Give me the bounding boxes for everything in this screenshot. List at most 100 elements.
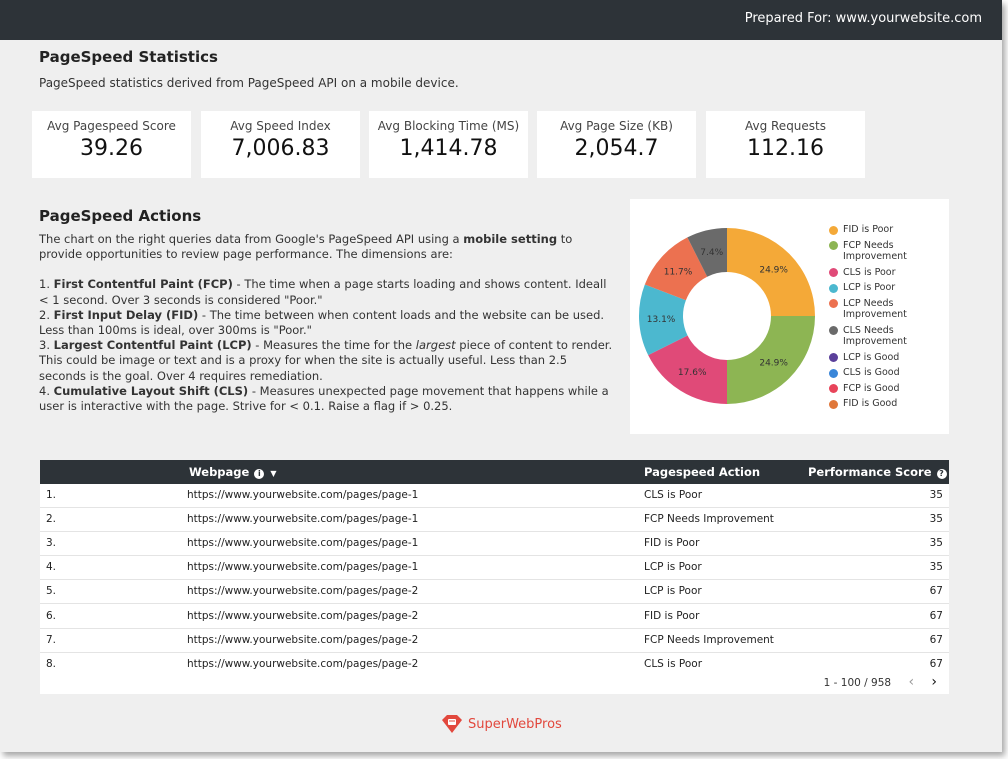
legend-item[interactable]: LCP Needs Improvement bbox=[829, 298, 947, 321]
diamond-logo-icon bbox=[442, 715, 462, 733]
chart-legend[interactable]: FID is Poor FCP Needs Improvement CLS is P… bbox=[829, 224, 947, 414]
info-icon[interactable]: i bbox=[254, 469, 265, 479]
legend-swatch bbox=[829, 268, 838, 277]
row-score: 35 bbox=[929, 489, 943, 501]
legend-swatch bbox=[829, 384, 838, 393]
legend-item[interactable]: CLS Needs Improvement bbox=[829, 325, 947, 348]
question-icon[interactable]: ? bbox=[936, 469, 947, 479]
dimension-text: - The time when a page starts loading an… bbox=[39, 277, 607, 307]
table-row[interactable]: 8. https://www.yourwebsite.com/pages/pag… bbox=[40, 653, 949, 677]
table-row[interactable]: 2. https://www.yourwebsite.com/pages/pag… bbox=[40, 508, 949, 532]
legend-label: CLS is Good bbox=[843, 367, 900, 378]
donut-slice-cls-is-poor[interactable] bbox=[648, 335, 727, 404]
row-webpage: https://www.yourwebsite.com/pages/page-1 bbox=[187, 561, 419, 573]
scorecard-value: 39.26 bbox=[80, 136, 143, 161]
table-pagination: 1 - 100 / 958 ‹ › bbox=[824, 674, 937, 690]
table-row[interactable]: 1. https://www.yourwebsite.com/pages/pag… bbox=[40, 484, 949, 508]
donut-slice-label: 11.7% bbox=[664, 268, 693, 278]
intro-paragraph: The chart on the right queries data from… bbox=[39, 232, 614, 262]
dimension-name: First Input Delay (FID) bbox=[53, 307, 199, 322]
donut-slice-label: 7.4% bbox=[700, 248, 723, 258]
stats-section-subtitle: PageSpeed statistics derived from PageSp… bbox=[39, 76, 459, 90]
legend-swatch bbox=[829, 283, 838, 293]
column-header-label: Webpage bbox=[189, 465, 250, 479]
row-number: 1. bbox=[46, 489, 57, 501]
prev-page-icon[interactable]: ‹ bbox=[908, 674, 915, 690]
legend-swatch bbox=[829, 399, 838, 409]
actions-description: The chart on the right queries data from… bbox=[39, 232, 614, 414]
row-action: LCP is Poor bbox=[644, 585, 702, 597]
scorecard-label: Avg Speed Index bbox=[230, 119, 331, 133]
legend-item[interactable]: CLS is Good bbox=[829, 367, 947, 379]
table-row[interactable]: 7. https://www.yourwebsite.com/pages/pag… bbox=[40, 629, 949, 653]
row-number: 3. bbox=[46, 537, 57, 549]
row-action: FCP Needs Improvement bbox=[644, 634, 774, 646]
legend-item[interactable]: FCP Needs Improvement bbox=[829, 240, 947, 263]
legend-swatch bbox=[829, 326, 838, 335]
row-webpage: https://www.yourwebsite.com/pages/page-2 bbox=[187, 585, 419, 597]
dimension-cls: 4. Cumulative Layout Shift (CLS) - Measu… bbox=[39, 384, 614, 414]
legend-item[interactable]: LCP is Poor bbox=[829, 282, 947, 294]
intro-text-end: to provide opportunities to review page … bbox=[39, 232, 573, 262]
donut-slice-cls-needs-improvement[interactable] bbox=[687, 228, 727, 277]
row-number: 8. bbox=[46, 658, 57, 670]
next-page-icon[interactable]: › bbox=[931, 674, 937, 690]
scorecard-label: Avg Blocking Time (MS) bbox=[377, 119, 520, 133]
sort-caret-icon[interactable]: ▼ bbox=[270, 469, 277, 478]
intro-text: The chart on the right queries data from… bbox=[39, 232, 464, 246]
legend-item[interactable]: LCP is Good bbox=[829, 352, 947, 364]
row-action: FCP Needs Improvement bbox=[644, 513, 774, 525]
row-score: 67 bbox=[929, 610, 943, 622]
donut-slice-label: 24.9% bbox=[759, 265, 788, 275]
legend-label: LCP Needs Improvement bbox=[843, 297, 907, 321]
legend-swatch bbox=[829, 368, 838, 378]
dimension-text: - Measures unexpected page movement that… bbox=[39, 383, 609, 414]
column-header-action[interactable]: Pagespeed Action bbox=[644, 465, 761, 479]
prepared-for-label: Prepared For: www.yourwebsite.com bbox=[744, 11, 982, 26]
dimension-number: 3. bbox=[39, 338, 54, 353]
donut-svg: 24.9% 24.9% 17.6% 13.1% 11.7% 7.4% bbox=[639, 228, 815, 404]
dimension-name: Largest Contentful Paint (LCP) bbox=[53, 338, 252, 353]
row-number: 4. bbox=[46, 561, 57, 573]
row-score: 67 bbox=[929, 634, 943, 646]
donut-slice-label: 17.6% bbox=[678, 368, 707, 378]
legend-label: CLS is Poor bbox=[843, 266, 896, 278]
legend-item[interactable]: CLS is Poor bbox=[829, 267, 947, 279]
table-row[interactable]: 4. https://www.yourwebsite.com/pages/pag… bbox=[40, 556, 949, 580]
legend-item[interactable]: FCP is Good bbox=[829, 383, 947, 395]
table-row[interactable]: 3. https://www.yourwebsite.com/pages/pag… bbox=[40, 532, 949, 556]
row-score: 67 bbox=[929, 585, 943, 597]
pagespeed-actions-donut-chart[interactable]: 24.9% 24.9% 17.6% 13.1% 11.7% 7.4% FID is Poo… bbox=[630, 199, 949, 434]
dimension-number: 2. bbox=[39, 307, 54, 322]
legend-item[interactable]: FID is Poor bbox=[829, 224, 947, 236]
donut-slice-label: 13.1% bbox=[647, 315, 676, 325]
donut-slice-lcp-needs-improvement[interactable] bbox=[644, 237, 708, 301]
pagespeed-table: Webpage i ▼ Pagespeed Action Performance S… bbox=[40, 460, 949, 694]
row-action: CLS is Poor bbox=[644, 658, 703, 670]
row-webpage: https://www.yourwebsite.com/pages/page-2 bbox=[187, 658, 419, 670]
row-webpage: https://www.yourwebsite.com/pages/page-1 bbox=[187, 489, 419, 501]
scorecard-label: Avg Page Size (KB) bbox=[560, 119, 673, 133]
legend-label: FID is Good bbox=[843, 398, 898, 409]
dimension-text: - The time between when content loads an… bbox=[39, 307, 605, 338]
actions-section-title: PageSpeed Actions bbox=[39, 207, 202, 225]
donut-slice-fid-is-poor[interactable] bbox=[727, 228, 815, 316]
sort-caret-icon[interactable]: ▼ bbox=[814, 483, 821, 492]
row-score: 35 bbox=[929, 561, 943, 573]
dimension-lcp: 3. Largest Contentful Paint (LCP) - Meas… bbox=[39, 338, 614, 384]
legend-item[interactable]: FID is Good bbox=[829, 398, 947, 410]
legend-swatch bbox=[829, 299, 838, 308]
row-action: FID is Poor bbox=[644, 537, 700, 549]
table-header: Webpage i ▼ Pagespeed Action Performance S… bbox=[40, 460, 949, 492]
column-header-score[interactable]: Performance Score ? ▼ bbox=[808, 465, 949, 493]
legend-label: LCP is Poor bbox=[843, 282, 896, 293]
donut-slice-lcp-is-poor[interactable] bbox=[639, 284, 688, 356]
donut-slice-fcp-needs-improvement[interactable] bbox=[727, 316, 815, 404]
row-number: 6. bbox=[46, 610, 57, 622]
row-number: 7. bbox=[46, 634, 57, 646]
table-row[interactable]: 6. https://www.yourwebsite.com/pages/pag… bbox=[40, 605, 949, 629]
row-webpage: https://www.yourwebsite.com/pages/page-1 bbox=[187, 513, 419, 525]
table-row[interactable]: 5. https://www.yourwebsite.com/pages/pag… bbox=[40, 580, 949, 604]
column-header-webpage[interactable]: Webpage i ▼ bbox=[189, 465, 277, 479]
intro-bold: mobile setting bbox=[463, 232, 558, 246]
